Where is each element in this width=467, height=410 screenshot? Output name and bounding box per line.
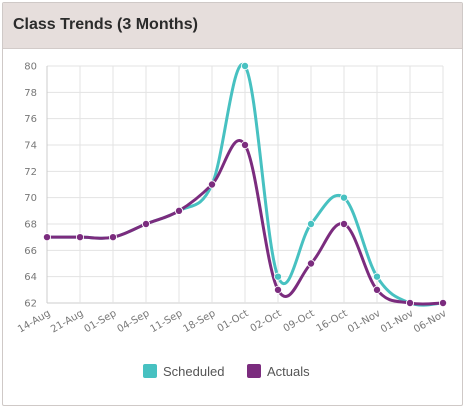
legend-label-scheduled[interactable]: Scheduled (163, 364, 224, 379)
legend-label-actuals[interactable]: Actuals (267, 364, 310, 379)
data-point-actuals[interactable] (273, 285, 282, 294)
data-point-actuals[interactable] (76, 233, 85, 242)
y-tick-label: 62 (24, 299, 37, 310)
data-point-actuals[interactable] (339, 219, 348, 228)
data-point-actuals[interactable] (240, 140, 249, 149)
x-tick-label: 16-Oct (315, 308, 350, 335)
x-tick-label: 09-Oct (282, 308, 317, 335)
legend-swatch-scheduled[interactable] (143, 364, 157, 378)
x-tick-label: 21-Aug (49, 308, 85, 335)
legend-swatch-actuals[interactable] (247, 364, 261, 378)
x-tick-label: 01-Nov (346, 308, 383, 335)
card-title: Class Trends (3 Months) (13, 16, 198, 33)
x-tick-label: 01-Nov (379, 308, 416, 335)
x-tick-label: 01-Oct (216, 308, 251, 335)
y-tick-label: 74 (24, 141, 37, 152)
data-point-actuals[interactable] (109, 233, 118, 242)
x-tick-label: 04-Sep (116, 308, 152, 335)
data-point-actuals[interactable] (43, 233, 52, 242)
y-tick-label: 76 (24, 114, 37, 125)
y-tick-label: 70 (24, 193, 37, 204)
data-point-scheduled[interactable] (240, 62, 249, 71)
data-point-actuals[interactable] (141, 219, 150, 228)
y-tick-label: 66 (24, 246, 37, 257)
x-tick-label: 06-Nov (412, 308, 449, 335)
data-point-actuals[interactable] (174, 206, 183, 215)
y-tick-label: 68 (24, 220, 37, 231)
data-point-actuals[interactable] (207, 180, 216, 189)
x-tick-label: 14-Aug (16, 308, 52, 335)
card-header: Class Trends (3 Months) (3, 3, 462, 49)
x-tick-label: 02-Oct (249, 308, 284, 335)
x-tick-label: 18-Sep (182, 308, 218, 335)
data-point-scheduled[interactable] (306, 219, 315, 228)
class-trends-card: Class Trends (3 Months) (2, 2, 463, 406)
data-point-scheduled[interactable] (273, 272, 282, 281)
y-tick-label: 72 (24, 167, 37, 178)
y-tick-label: 80 (24, 62, 37, 73)
data-point-actuals[interactable] (372, 285, 381, 294)
data-point-actuals[interactable] (306, 259, 315, 268)
data-point-scheduled[interactable] (372, 272, 381, 281)
y-tick-label: 64 (24, 272, 37, 283)
x-tick-label: 11-Sep (149, 308, 185, 335)
y-tick-label: 78 (24, 88, 37, 99)
data-point-actuals[interactable] (405, 298, 414, 307)
data-point-actuals[interactable] (438, 298, 447, 307)
x-tick-label: 01-Sep (83, 308, 119, 335)
data-point-scheduled[interactable] (339, 193, 348, 202)
